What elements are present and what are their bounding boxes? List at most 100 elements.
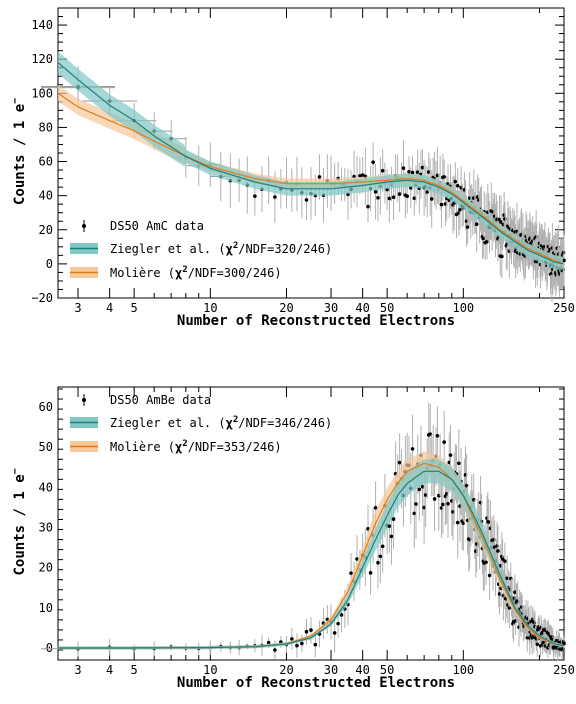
data-point (410, 170, 415, 175)
legend-ziegler-label: Ziegler et al. (χ2/NDF=320/246) (110, 241, 332, 256)
data-point (378, 554, 383, 559)
data-point (481, 236, 486, 241)
data-point (253, 194, 257, 198)
data-point (455, 520, 460, 525)
data-point (441, 502, 445, 507)
data-point (513, 618, 518, 623)
data-point (457, 461, 461, 466)
y-tick-label: 30 (39, 521, 53, 535)
data-point (439, 202, 444, 207)
data-point (273, 195, 277, 199)
data-point (428, 432, 433, 436)
data-point (412, 196, 417, 201)
y-tick-label: 60 (39, 400, 53, 414)
data-point (562, 258, 566, 263)
y-tick-label: 140 (31, 18, 53, 32)
data-point (499, 220, 503, 224)
data-point (391, 195, 396, 200)
data-point (368, 571, 373, 575)
data-point (366, 204, 370, 209)
data-point (497, 217, 502, 222)
y-tick-label: 120 (31, 52, 53, 66)
data-point (562, 641, 566, 646)
data-point (358, 174, 362, 178)
y-tick-label: −20 (31, 291, 53, 305)
data-point (266, 640, 271, 645)
data-point (295, 643, 299, 648)
y-tick-label: 100 (31, 86, 53, 100)
data-point (442, 175, 446, 179)
data-point (465, 225, 470, 229)
x-tick-label: 40 (355, 301, 369, 315)
data-point (422, 505, 426, 510)
x-tick-label: 50 (380, 663, 394, 677)
data-point (487, 573, 492, 578)
data-point (336, 621, 340, 626)
data-point (420, 484, 425, 489)
data-point (507, 606, 512, 610)
data-point (273, 648, 277, 652)
x-tick-label: 20 (279, 301, 293, 315)
legend-data-label: DS50 AmC data (110, 219, 204, 233)
data-point (515, 599, 520, 604)
data-point (500, 254, 504, 259)
data-point (313, 642, 318, 647)
ambe-chart: 0 10 20 30 40 50 60 3 4 5 10 20 30 40 50 100 250 Number o… (10, 386, 575, 691)
legend: DS50 AmBe data Ziegler et al. (χ2/NDF=346… (70, 393, 332, 454)
data-point (423, 493, 428, 497)
data-point (300, 641, 304, 646)
ziegler-line (58, 470, 563, 649)
data-point (360, 173, 365, 177)
x-tick-label: 20 (279, 663, 293, 677)
data-point (455, 183, 460, 188)
y-tick-label: 10 (39, 601, 53, 615)
data-point (412, 511, 417, 516)
x-tick-label: 250 (553, 301, 575, 315)
data-point (304, 198, 309, 202)
x-tick-label: 5 (131, 663, 138, 677)
data-point (426, 170, 431, 174)
y-tick-label: 40 (39, 189, 53, 203)
data-point (401, 166, 406, 170)
legend-moliere-label: Molière (χ2/NDF=300/246) (110, 265, 282, 280)
amc-chart: −20 0 20 40 60 80 100 120 140 3 4 5 10 20 30 40 50 100 250… (10, 7, 575, 329)
x-tick-label: 100 (452, 301, 474, 315)
data-point (397, 192, 402, 196)
x-axis-label: Number of Reconstructed Electrons (177, 313, 455, 329)
data-point (304, 629, 309, 634)
data-point (387, 524, 392, 528)
legend-moliere-label: Molière (χ2/NDF=353/246) (110, 439, 282, 454)
y-tick-label: 60 (39, 155, 53, 169)
x-tick-label: 40 (355, 663, 369, 677)
data-point (405, 194, 409, 199)
data-point (486, 520, 491, 524)
y-tick-label: 20 (39, 223, 53, 237)
x-tick-label: 250 (553, 663, 575, 677)
x-tick-label: 100 (452, 663, 474, 677)
data-point (503, 217, 507, 221)
data-point (540, 631, 544, 635)
legend: DS50 AmC data Ziegler et al. (χ2/NDF=320/… (70, 219, 332, 280)
data-point (410, 447, 415, 451)
data-point (397, 460, 402, 465)
data-point (432, 497, 437, 501)
legend-data-label: DS50 AmBe data (110, 393, 211, 407)
data-point (332, 631, 337, 635)
data-point (453, 179, 458, 184)
data-point (317, 175, 322, 179)
data-point (442, 440, 446, 444)
data-point (497, 592, 502, 596)
x-tick-label: 3 (74, 663, 81, 677)
data-point (425, 190, 430, 194)
data-point (500, 557, 505, 561)
data-point (474, 222, 479, 227)
y-tick-label: 0 (46, 257, 53, 271)
data-point (290, 637, 294, 641)
data-point (415, 170, 420, 175)
data-point (391, 517, 396, 521)
x-tick-label: 4 (106, 663, 113, 677)
y-axis-label: Counts / 1 e− (10, 468, 28, 575)
data-point (417, 487, 422, 492)
data-point (484, 560, 488, 565)
data-point (532, 620, 537, 625)
